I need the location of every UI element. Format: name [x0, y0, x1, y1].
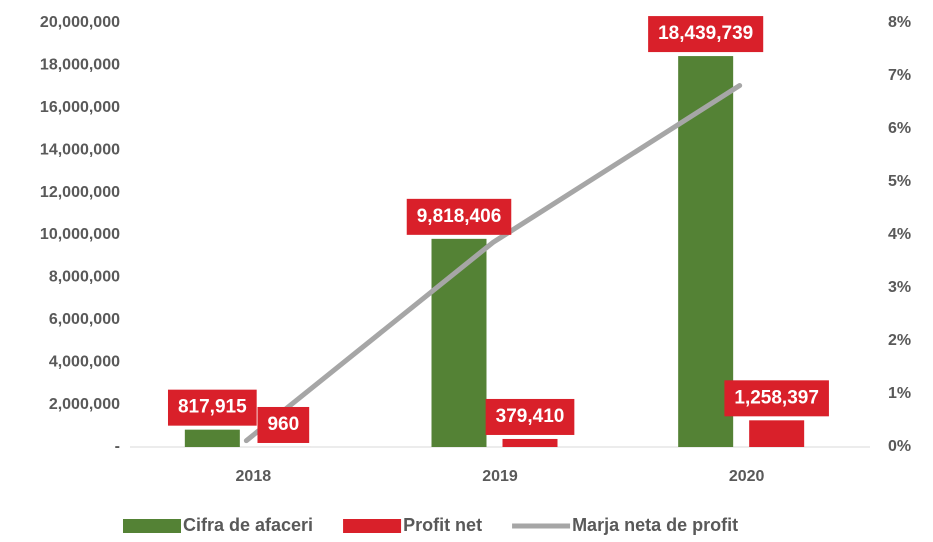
data-label: 817,915 [167, 389, 257, 426]
data-label-text: 1,258,397 [734, 387, 819, 408]
data-label-box [406, 198, 512, 235]
data-label: 18,439,739 [648, 16, 764, 53]
y-tick-label: 18,000,000 [40, 57, 120, 74]
data-label: 9,818,406 [406, 198, 512, 235]
legend-label: Marja neta de profit [572, 515, 738, 535]
bar [749, 420, 805, 447]
data-label: 1,258,397 [724, 380, 829, 417]
y-tick-label: 12,000,000 [40, 184, 120, 201]
data-label-text: 18,439,739 [658, 23, 753, 44]
y-tick-label: 4,000,000 [49, 353, 120, 370]
legend-swatch [343, 519, 402, 533]
data-label-box [485, 398, 575, 435]
x-tick-label: 2020 [729, 468, 765, 485]
y-tick-label: 2,000,000 [49, 396, 120, 413]
y-tick-label: 6,000,000 [49, 311, 120, 328]
data-label: 379,410 [485, 398, 575, 435]
data-label-box [724, 380, 829, 417]
data-label: 960 [257, 406, 310, 443]
y2-tick-label: 7% [888, 67, 911, 84]
y2-tick-label: 4% [888, 226, 911, 243]
legend-label: Cifra de afaceri [183, 515, 313, 535]
data-label-box [167, 389, 257, 426]
line [243, 83, 743, 444]
y-tick-label: 20,000,000 [40, 14, 120, 31]
legend-swatch [123, 519, 181, 533]
y2-tick-label: 0% [888, 438, 911, 455]
x-tick-label: 2019 [482, 468, 518, 485]
y2-tick-label: 3% [888, 279, 911, 296]
data-label-box [648, 16, 764, 53]
y2-tick-label: 2% [888, 332, 911, 349]
data-label-box [257, 406, 310, 443]
x-tick-label: 2018 [236, 468, 272, 485]
y-tick-label: 10,000,000 [40, 226, 120, 243]
data-label-text: 379,410 [496, 406, 565, 427]
y2-tick-label: 6% [888, 120, 911, 137]
y-tick-label: 8,000,000 [49, 269, 120, 286]
y2-tick-label: 8% [888, 14, 911, 31]
y2-tick-label: 5% [888, 173, 911, 190]
bar [184, 429, 240, 447]
bar [431, 238, 487, 447]
y-tick-label: 16,000,000 [40, 99, 120, 116]
legend-label: Profit net [403, 515, 482, 535]
data-label-text: 817,915 [178, 397, 247, 418]
y-tick-label: 14,000,000 [40, 141, 120, 158]
data-label-text: 960 [267, 414, 299, 435]
data-label-text: 9,818,406 [417, 206, 502, 227]
y-tick-label: - [115, 438, 120, 455]
bar [502, 438, 558, 447]
y2-tick-label: 1% [888, 385, 911, 402]
